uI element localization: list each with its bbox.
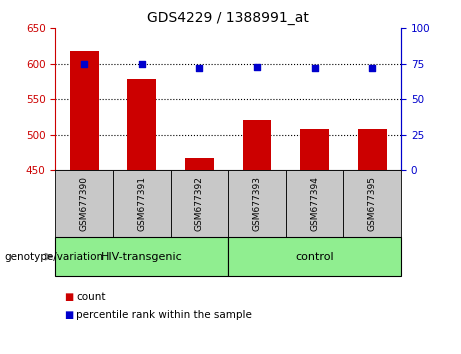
Bar: [70, 51, 99, 170]
Text: GSM677391: GSM677391: [137, 176, 146, 231]
Point: [138, 61, 146, 67]
Text: genotype/variation: genotype/variation: [5, 252, 104, 262]
Text: GSM677390: GSM677390: [80, 176, 89, 231]
Point: [80, 61, 88, 67]
Text: GSM677392: GSM677392: [195, 176, 204, 231]
Point: [369, 65, 376, 71]
Text: control: control: [296, 252, 334, 262]
Bar: [127, 79, 156, 170]
Title: GDS4229 / 1388991_at: GDS4229 / 1388991_at: [147, 11, 309, 24]
Point: [311, 65, 318, 71]
Point: [254, 64, 261, 69]
Text: percentile rank within the sample: percentile rank within the sample: [76, 310, 252, 320]
Text: HIV-transgenic: HIV-transgenic: [101, 252, 183, 262]
Bar: [300, 129, 329, 170]
Bar: [242, 120, 272, 170]
Text: GSM677395: GSM677395: [368, 176, 377, 231]
Bar: [185, 158, 214, 170]
Text: GSM677393: GSM677393: [253, 176, 261, 231]
Text: ■: ■: [65, 310, 74, 320]
Text: count: count: [76, 292, 106, 302]
Point: [195, 65, 203, 71]
Text: GSM677394: GSM677394: [310, 176, 319, 231]
Bar: [358, 129, 387, 170]
Text: ■: ■: [65, 292, 74, 302]
